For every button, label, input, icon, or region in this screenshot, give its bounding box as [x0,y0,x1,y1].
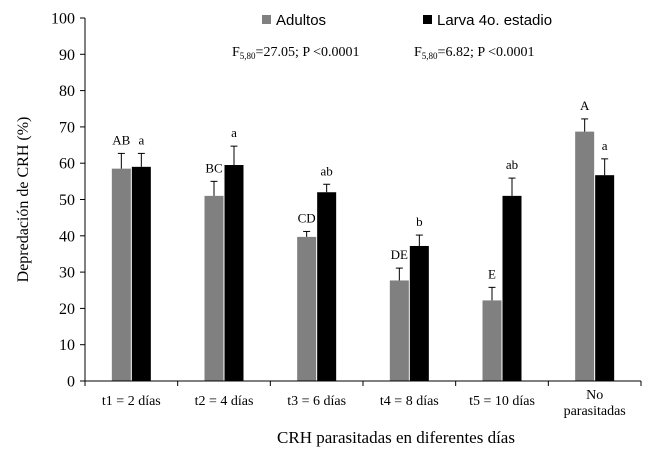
significance-label: ab [506,157,518,172]
bar-larva [224,165,244,381]
significance-label: BC [205,160,222,175]
x-tick-label: t1 = 2 días [102,394,161,409]
legend: Adultos Larva 4o. estadio [262,12,552,29]
bar-adultos [389,280,409,381]
significance-label: E [488,266,496,281]
y-tick-label: 90 [59,47,75,64]
significance-label: b [416,214,423,229]
x-tick-label: t2 = 4 días [195,394,254,409]
y-axis: 0 10 20 30 40 50 60 70 80 90 100 [51,11,85,391]
y-tick-label: 50 [59,192,75,209]
significance-label: DE [391,247,408,262]
x-axis-label: CRH parasitadas en diferentes días [277,428,515,447]
bar-adultos [482,300,502,381]
bar-larva [409,245,429,381]
bar-larva [317,192,337,381]
x-tick-label: No [586,388,603,403]
significance-label: a [602,138,608,153]
legend-label-adultos: Adultos [276,12,326,29]
y-tick-label: 30 [59,265,75,282]
significance-label: a [138,132,144,147]
bar-adultos [575,131,595,381]
y-tick-label: 40 [59,228,75,245]
y-tick-label: 100 [51,11,75,28]
y-tick-label: 10 [59,337,75,354]
annotation-f-adultos: F5,80=27.05; P <0.0001 [232,45,360,61]
bar-adultos [297,236,317,381]
bar-larva [131,166,151,381]
significance-label: A [580,98,590,113]
x-tick-label: t5 = 10 días [469,394,535,409]
y-axis-label: Depredación de CRH (%) [15,117,32,283]
significance-label: CD [298,210,316,225]
legend-swatch-larva [423,15,432,24]
x-tick-label: t4 = 8 días [380,394,439,409]
legend-label-larva: Larva 4o. estadio [437,12,552,29]
bar-adultos [111,168,131,381]
significance-label: AB [112,132,130,147]
y-tick-label: 0 [67,374,75,391]
significance-label: a [231,125,237,140]
bars-layer: AB BC CD DE E Aa a ab b ab a [111,98,615,381]
bar-adultos [204,195,224,381]
y-tick-label: 20 [59,301,75,318]
y-tick-label: 80 [59,83,75,100]
x-tick-label: t3 = 6 días [287,394,346,409]
bar-larva [502,195,522,381]
legend-swatch-adultos [262,15,271,24]
annotation-f-larva: F5,80=6.82; P <0.0001 [414,45,535,61]
y-tick-label: 70 [59,119,75,136]
y-tick-label: 60 [59,156,75,173]
bar-larva [595,175,615,381]
significance-label: ab [321,163,333,178]
x-axis: t1 = 2 días t2 = 4 días t3 = 6 días t4 = 8 … [84,381,642,419]
x-tick-label: parasitadas [564,404,626,419]
